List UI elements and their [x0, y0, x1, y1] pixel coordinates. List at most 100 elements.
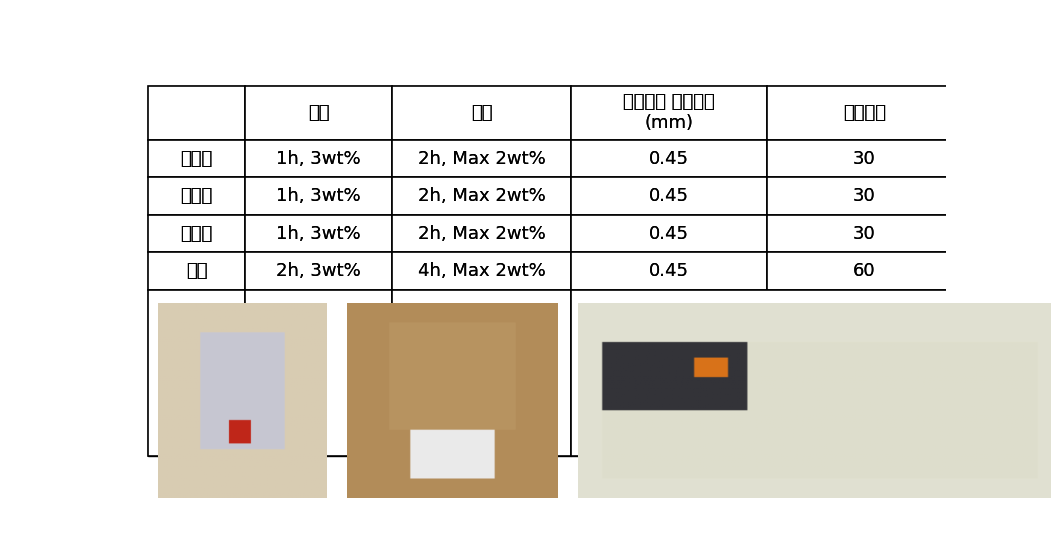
Text: 1h, 3wt%: 1h, 3wt% [276, 150, 362, 168]
Bar [147, 252, 246, 290]
Bar [572, 86, 766, 140]
Text: 30: 30 [853, 225, 875, 242]
Bar [572, 215, 766, 252]
Bar [392, 290, 572, 457]
Text: 0.45: 0.45 [648, 262, 689, 280]
Bar [392, 290, 572, 457]
Text: 2h, 3wt%: 2h, 3wt% [276, 262, 362, 280]
Bar [246, 290, 392, 457]
Bar [147, 290, 246, 457]
Bar [246, 140, 392, 177]
Bar [392, 86, 572, 140]
Text: 60: 60 [853, 262, 875, 280]
Text: 0.45: 0.45 [648, 225, 689, 242]
Text: 30: 30 [853, 150, 875, 168]
Text: 해리: 해리 [308, 104, 329, 122]
Text: 유체충돌 노즐직경
(mm): 유체충돌 노즐직경 (mm) [623, 94, 715, 132]
Bar [246, 177, 392, 215]
Text: 4h, Max 2wt%: 4h, Max 2wt% [417, 262, 545, 280]
Text: 고해: 고해 [471, 104, 492, 122]
Bar [147, 140, 246, 177]
Text: 4h, Max 2wt%: 4h, Max 2wt% [417, 262, 545, 280]
Text: 2h, Max 2wt%: 2h, Max 2wt% [417, 187, 545, 205]
Text: 2h, Max 2wt%: 2h, Max 2wt% [417, 150, 545, 168]
Bar [766, 140, 963, 177]
Bar [572, 215, 766, 252]
Bar [246, 290, 392, 457]
Bar [147, 252, 246, 290]
Text: 0.45: 0.45 [648, 150, 689, 168]
Bar [392, 86, 572, 140]
Bar [246, 140, 392, 177]
Bar [766, 252, 963, 290]
Text: 2h, Max 2wt%: 2h, Max 2wt% [417, 150, 545, 168]
Bar [572, 177, 766, 215]
Text: 목화: 목화 [186, 262, 207, 280]
Bar [392, 215, 572, 252]
Text: 고해: 고해 [471, 104, 492, 122]
Bar [766, 177, 963, 215]
Bar [147, 177, 246, 215]
Text: 0.45: 0.45 [648, 150, 689, 168]
Text: 30: 30 [853, 187, 875, 205]
Text: 유체충돌 노즐직경
(mm): 유체충돌 노즐직경 (mm) [623, 94, 715, 132]
Bar [246, 252, 392, 290]
Text: 30: 30 [853, 150, 875, 168]
Bar [572, 86, 766, 140]
Bar [572, 290, 963, 457]
Bar [147, 86, 246, 140]
Bar [766, 252, 963, 290]
Text: 침엽수: 침엽수 [181, 187, 212, 205]
Bar [147, 86, 246, 140]
Bar [147, 215, 246, 252]
Bar [246, 215, 392, 252]
Bar [392, 252, 572, 290]
Bar [392, 140, 572, 177]
Bar [572, 140, 766, 177]
Text: 장비: 장비 [186, 364, 207, 382]
Text: 해리: 해리 [308, 104, 329, 122]
Bar [572, 290, 963, 457]
Bar [766, 215, 963, 252]
Text: 30: 30 [853, 187, 875, 205]
Bar [392, 252, 572, 290]
Text: 활엽수: 활엽수 [181, 150, 212, 168]
Text: 1h, 3wt%: 1h, 3wt% [276, 187, 362, 205]
Bar [572, 140, 766, 177]
Text: 처리횟수: 처리횟수 [843, 104, 886, 122]
Text: 침엽수: 침엽수 [181, 187, 212, 205]
Bar [147, 177, 246, 215]
Text: 장비: 장비 [186, 364, 207, 382]
Bar [392, 177, 572, 215]
Bar [572, 177, 766, 215]
Bar [246, 86, 392, 140]
Bar [572, 252, 766, 290]
Bar [246, 252, 392, 290]
Bar [766, 140, 963, 177]
Text: 목화: 목화 [186, 262, 207, 280]
Text: 60: 60 [853, 262, 875, 280]
Text: 0.45: 0.45 [648, 187, 689, 205]
Bar [766, 86, 963, 140]
Text: 1h, 3wt%: 1h, 3wt% [276, 187, 362, 205]
Text: 대나무: 대나무 [181, 225, 212, 242]
Bar [766, 86, 963, 140]
Text: 30: 30 [853, 225, 875, 242]
Text: 2h, 3wt%: 2h, 3wt% [276, 262, 362, 280]
Text: 2h, Max 2wt%: 2h, Max 2wt% [417, 225, 545, 242]
Text: 2h, Max 2wt%: 2h, Max 2wt% [417, 187, 545, 205]
Text: 2h, Max 2wt%: 2h, Max 2wt% [417, 225, 545, 242]
Text: 1h, 3wt%: 1h, 3wt% [276, 150, 362, 168]
Text: 활엽수: 활엽수 [181, 150, 212, 168]
Bar [147, 215, 246, 252]
Text: 1h, 3wt%: 1h, 3wt% [276, 225, 362, 242]
Text: 0.45: 0.45 [648, 262, 689, 280]
Bar [766, 177, 963, 215]
Bar [147, 290, 246, 457]
Text: 1h, 3wt%: 1h, 3wt% [276, 225, 362, 242]
Bar [766, 215, 963, 252]
Text: 처리횟수: 처리횟수 [843, 104, 886, 122]
Bar [246, 86, 392, 140]
Bar [572, 252, 766, 290]
Text: 0.45: 0.45 [648, 225, 689, 242]
